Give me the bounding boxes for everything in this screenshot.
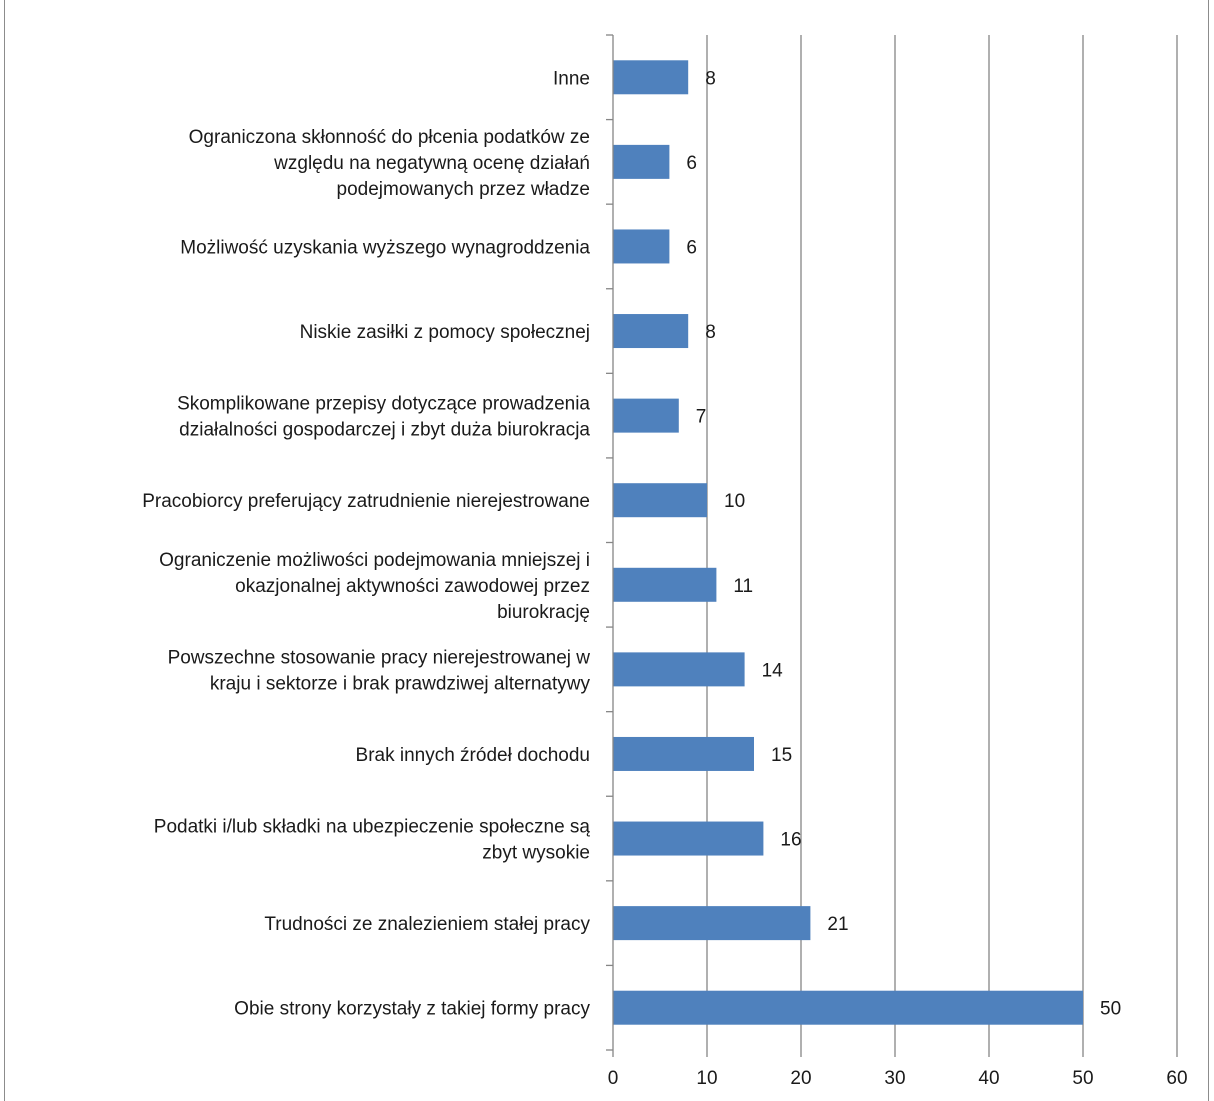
x-tick-label: 20 [790, 1068, 811, 1089]
data-label: 16 [780, 830, 801, 851]
data-label: 11 [733, 576, 753, 597]
data-label: 6 [686, 237, 697, 258]
data-label: 15 [771, 745, 792, 766]
category-label: Powszechne stosowanie pracy nierejestrow… [168, 647, 591, 694]
x-tick-label: 40 [978, 1068, 999, 1089]
bar [613, 229, 670, 264]
x-tick-label: 0 [608, 1068, 619, 1089]
category-label: Inne [553, 68, 590, 89]
bar [613, 60, 689, 95]
gridlines [706, 35, 1178, 1050]
bar [613, 990, 1083, 1025]
bar [613, 567, 717, 602]
data-label: 8 [705, 322, 716, 343]
bar [613, 821, 764, 856]
category-labels: Inne Ograniczona skłonność do płcenia pod… [142, 68, 590, 1019]
x-tick-label: 50 [1072, 1068, 1093, 1089]
bars [613, 60, 1083, 1025]
category-label: Skomplikowane przepisy dotyczące prowadz… [177, 394, 590, 441]
category-label: Trudności ze znalezieniem stałej pracy [264, 914, 590, 935]
data-label: 10 [724, 491, 745, 512]
bar [613, 398, 679, 433]
bar [613, 483, 707, 518]
x-tick-label: 60 [1166, 1068, 1187, 1089]
x-tick-label: 30 [884, 1068, 905, 1089]
bar [613, 906, 811, 941]
category-label: Możliwość uzyskania wyższego wynagroddze… [180, 237, 590, 258]
category-label: Obie strony korzystały z takiej formy pr… [234, 999, 590, 1020]
bar [613, 736, 754, 771]
data-label: 14 [762, 660, 784, 681]
category-label: Pracobiorcy preferujący zatrudnienie nie… [142, 491, 590, 512]
category-label: Ograniczona skłonność do płcenia podatkó… [189, 127, 590, 200]
data-label: 7 [696, 407, 707, 428]
category-label: Ograniczenie możliwości podejmowania mni… [159, 550, 590, 623]
category-label: Brak innych źródeł dochodu [356, 745, 590, 766]
data-label: 6 [686, 153, 697, 174]
tick-labels: 0 10 20 30 40 50 60 [608, 1068, 1188, 1089]
data-label: 21 [827, 914, 848, 935]
category-label: Podatki i/lub składki na ubezpieczenie s… [154, 817, 591, 864]
x-tick-label: 10 [696, 1068, 717, 1089]
category-label: Niskie zasiłki z pomocy społecznej [300, 322, 590, 343]
bar [613, 314, 689, 349]
bar [613, 144, 670, 179]
data-label: 8 [705, 68, 716, 89]
chart-frame [4, 0, 1209, 1101]
value-labels: 8 6 6 8 7 10 11 14 15 16 21 50 [686, 68, 1121, 1019]
bar [613, 652, 745, 687]
axes [606, 34, 1178, 1057]
data-label: 50 [1100, 999, 1121, 1020]
